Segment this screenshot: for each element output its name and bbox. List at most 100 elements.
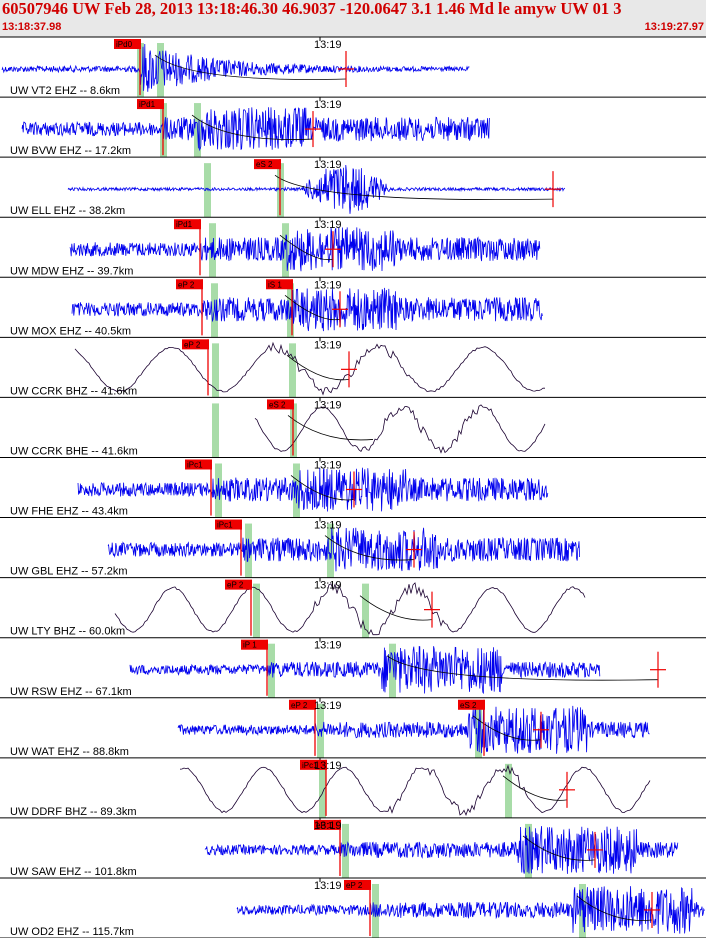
p-pick-band bbox=[212, 343, 219, 398]
travel-time-curve bbox=[154, 54, 347, 80]
time-tick-label: 13:19 bbox=[314, 339, 342, 351]
waveform bbox=[236, 886, 705, 934]
travel-time-curve bbox=[286, 355, 350, 381]
pick-label: iPd1 bbox=[139, 100, 156, 109]
pick-box bbox=[300, 759, 327, 770]
station-label: UW CCRK BHZ -- 41.6km bbox=[10, 385, 137, 397]
station-label: UW GBL EHZ -- 57.2km bbox=[10, 566, 128, 578]
p-pick-band bbox=[268, 643, 275, 698]
pick-box bbox=[182, 339, 209, 350]
station-label: UW RSW EHZ -- 67.1km bbox=[10, 686, 132, 698]
pick-box bbox=[314, 819, 341, 830]
waveform bbox=[204, 826, 679, 874]
time-tick-label: 13:19 bbox=[314, 459, 342, 471]
station-label: UW CCRK BHE -- 41.6km bbox=[10, 445, 138, 457]
time-tick-label: 13:19 bbox=[314, 520, 342, 532]
travel-time-curve bbox=[386, 655, 659, 681]
time-tick-label: 13:19 bbox=[314, 880, 342, 892]
pick-label: eP 2 bbox=[178, 280, 195, 289]
pick-box bbox=[458, 699, 485, 710]
waveform bbox=[1, 43, 470, 92]
waveform bbox=[114, 582, 586, 636]
pick-label: eP 2 bbox=[184, 340, 201, 349]
pick-label: eP 2 bbox=[346, 881, 363, 890]
s-pick-band bbox=[157, 43, 164, 98]
station-label: UW BVW EHZ -- 17.2km bbox=[10, 145, 131, 157]
station-label: UW LTY BHZ -- 60.0km bbox=[10, 626, 125, 638]
pick-label: iPc1 bbox=[187, 460, 203, 469]
travel-time-curve bbox=[191, 114, 314, 140]
p-pick-band bbox=[212, 403, 219, 458]
pick-label: iS 1 bbox=[268, 280, 282, 289]
time-tick-label: 13:19 bbox=[314, 760, 342, 772]
time-tick-label: 13:19 bbox=[314, 640, 342, 652]
pick-box bbox=[185, 459, 212, 470]
waveform bbox=[107, 527, 580, 572]
waveform bbox=[69, 227, 541, 272]
pick-box bbox=[289, 699, 316, 710]
travel-time-curve bbox=[359, 595, 433, 621]
pick-label: eP 1 bbox=[316, 821, 333, 830]
travel-time-curve bbox=[472, 715, 542, 741]
event-title: 60507946 UW Feb 28, 2013 13:18:46.30 46.… bbox=[2, 0, 622, 18]
s-pick-band bbox=[282, 223, 289, 278]
end-time: 13:19:27.97 bbox=[644, 21, 704, 33]
travel-time-curve bbox=[324, 535, 415, 561]
waveform bbox=[67, 164, 566, 214]
time-tick-label: 13:19 bbox=[314, 820, 342, 832]
station-label: UW ELL EHZ -- 38.2km bbox=[10, 205, 125, 217]
pick-box bbox=[267, 399, 294, 410]
station-label: UW OD2 EHZ -- 115.7km bbox=[10, 926, 134, 938]
p-pick-band bbox=[253, 583, 260, 638]
pick-label: eS 2 bbox=[269, 400, 286, 409]
pick-label: iPc1 bbox=[302, 761, 318, 770]
station-label: UW SAW EHZ -- 101.8km bbox=[10, 866, 137, 878]
header-bar: 60507946 UW Feb 28, 2013 13:18:46.30 46.… bbox=[0, 0, 706, 37]
time-tick-label: 13:19 bbox=[314, 399, 342, 411]
pick-label: eP 2 bbox=[291, 701, 308, 710]
station-label: UW WAT EHZ -- 88.8km bbox=[10, 746, 129, 758]
station-label: UW DDRF BHZ -- 89.3km bbox=[10, 806, 137, 818]
waveform bbox=[74, 341, 546, 396]
s-pick-band bbox=[362, 583, 369, 638]
s-pick-band bbox=[579, 883, 586, 938]
pick-label: iP 1 bbox=[243, 641, 257, 650]
pick-box bbox=[225, 579, 252, 590]
pick-box bbox=[241, 639, 268, 650]
s-pick-band bbox=[293, 463, 300, 518]
pick-label: eS 2 bbox=[256, 160, 273, 169]
pick-box bbox=[215, 519, 242, 530]
pick-box bbox=[266, 279, 293, 290]
pick-box bbox=[176, 279, 203, 290]
travel-time-curve bbox=[290, 475, 355, 501]
waveform bbox=[21, 107, 490, 152]
p-pick-band bbox=[245, 523, 252, 578]
s-pick-band bbox=[327, 523, 334, 578]
waveform bbox=[71, 287, 543, 332]
pick-box bbox=[174, 219, 201, 230]
waveform bbox=[254, 404, 546, 454]
travel-time-curve bbox=[287, 415, 374, 441]
p-pick-band bbox=[319, 763, 326, 818]
pick-label: eS 2 bbox=[460, 701, 477, 710]
pick-label: eP 2 bbox=[227, 581, 244, 590]
s-pick-band bbox=[289, 343, 296, 398]
pick-box bbox=[137, 99, 164, 110]
s-pick-band bbox=[505, 763, 512, 818]
pick-label: iPd0 bbox=[116, 40, 133, 49]
station-label: UW MOX EHZ -- 40.5km bbox=[10, 325, 131, 337]
waveform bbox=[77, 467, 549, 512]
waveform bbox=[177, 705, 650, 754]
pick-label: iPd1 bbox=[176, 220, 193, 229]
waveform bbox=[179, 764, 651, 817]
s-pick-band bbox=[389, 643, 396, 698]
pick-box bbox=[254, 159, 281, 170]
s-pick-band bbox=[525, 823, 532, 878]
travel-time-curve bbox=[284, 294, 341, 321]
pick-box bbox=[114, 39, 141, 49]
p-pick-band bbox=[215, 463, 222, 518]
station-label: UW MDW EHZ -- 39.7km bbox=[10, 265, 133, 277]
pick-label: iPc1 bbox=[217, 521, 233, 530]
